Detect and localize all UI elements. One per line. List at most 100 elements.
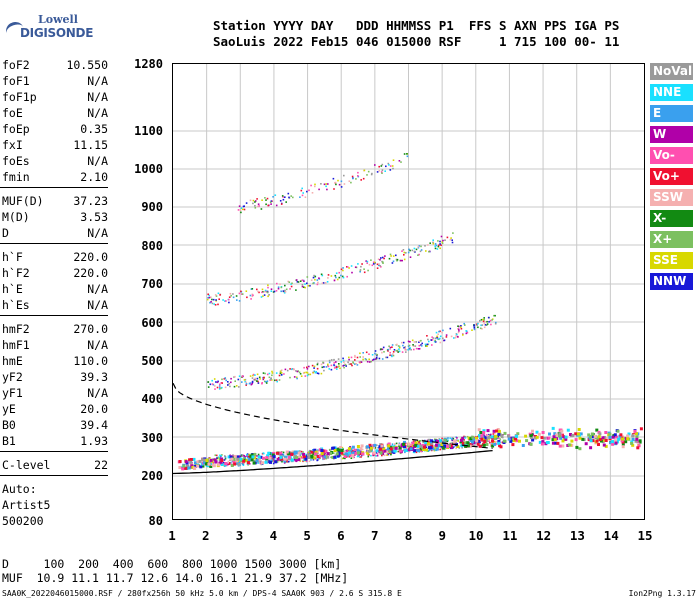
echo-block [189,458,193,461]
echo-point [370,259,372,261]
echo-point [402,249,405,251]
echo-block [425,448,428,452]
y-tick-label: 400 [141,392,163,406]
echo-point [434,339,436,342]
echo-point [387,162,390,165]
echo-point [310,184,312,187]
echo-block [190,464,194,468]
echo-point [214,454,217,456]
param-row: yF1 N/A [2,386,108,402]
echo-point [213,378,216,380]
param-name: D [2,226,9,240]
echo-point [215,299,217,301]
echo-block [323,455,327,459]
echo-point [215,454,218,457]
echo-block [251,455,255,459]
echo-point [433,340,436,343]
echo-block [524,434,528,438]
echo-point [372,263,375,265]
echo-point [376,171,379,173]
echo-point [219,387,221,389]
echo-point [224,300,226,302]
echo-point [215,295,218,297]
echo-point [245,383,248,385]
echo-point [345,450,348,452]
echo-point [261,382,263,384]
echo-block [638,439,642,443]
echo-block [313,448,317,452]
echo-block [265,456,269,460]
echo-point [220,455,222,457]
echo-block [367,449,371,453]
echo-block [437,443,441,447]
echo-point [267,286,269,289]
echo-point [397,345,400,347]
echo-point [494,322,497,325]
echo-point [398,160,401,162]
echo-block [262,456,265,460]
param-row: M(D) 3.53 [2,210,108,226]
echo-point [259,462,262,465]
echo-point [447,439,449,442]
echo-block [486,429,490,433]
echo-point [452,438,454,441]
echo-point [257,380,259,383]
echo-block [564,435,568,439]
echo-block [591,439,595,443]
echo-block [633,429,637,433]
echo-point [217,303,219,306]
echo-block [440,443,444,446]
echo-block [567,443,571,447]
echo-block [369,446,373,450]
echo-block [236,457,240,461]
echo-block [356,451,360,455]
echo-point [386,356,389,359]
echo-block [194,461,197,465]
param-row: foEs N/A [2,154,108,170]
echo-point [342,276,345,279]
echo-block [233,454,237,458]
echo-point [484,324,487,326]
echo-point [299,280,302,282]
echo-point [368,263,371,266]
echo-point [394,443,396,445]
echo-point [357,175,360,178]
echo-point [346,266,348,268]
echo-point [432,337,434,339]
echo-point [241,208,244,211]
echo-point [310,459,312,461]
echo-point [374,350,377,352]
echo-block [556,441,560,445]
echo-point [348,356,350,359]
echo-point [314,371,317,374]
echo-point [392,353,394,355]
echo-point [239,455,242,458]
echo-point [269,379,271,381]
param-row: foF1 N/A [2,74,108,90]
echo-block [389,447,393,451]
echo-block [558,434,561,438]
echo-block [440,444,444,448]
echo-point [437,245,440,248]
echo-point [315,371,317,373]
echo-point [358,456,361,458]
echo-point [441,331,443,334]
echo-point [249,375,252,377]
echo-block [360,444,364,448]
echo-point [251,381,254,384]
echo-point [318,188,320,191]
echo-point [282,198,285,201]
param-value: 220.0 [73,250,108,264]
echo-point [427,343,430,346]
echo-block [507,437,511,441]
echo-point [280,373,283,376]
echo-point [267,284,269,287]
echo-point [439,341,442,344]
echo-block [452,441,456,445]
echo-block [422,448,425,451]
echo-block [531,438,535,442]
echo-point [361,263,363,265]
echo-block [348,451,351,455]
echo-point [396,258,399,261]
echo-point [415,341,417,343]
